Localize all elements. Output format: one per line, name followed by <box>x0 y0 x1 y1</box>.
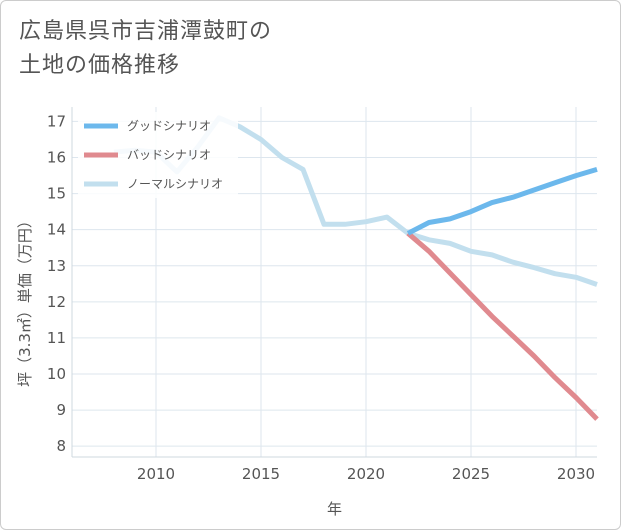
x-tick-label: 2010 <box>137 465 175 483</box>
x-tick-label: 2030 <box>557 465 595 483</box>
x-tick-label: 2015 <box>242 465 280 483</box>
chart-title: 広島県呉市吉浦潭鼓町の 土地の価格推移 <box>19 19 273 78</box>
legend-label-2[interactable]: ノーマルシナリオ <box>127 177 223 191</box>
y-tick-label: 11 <box>47 329 66 347</box>
y-tick-label: 16 <box>47 149 66 167</box>
y-tick-label: 14 <box>47 221 66 239</box>
y-tick-label: 13 <box>47 257 66 275</box>
series-line-0 <box>406 167 598 236</box>
y-tick-label: 17 <box>47 112 66 130</box>
y-tick-label: 12 <box>47 293 66 311</box>
y-tick-label: 8 <box>56 437 66 455</box>
legend-label-0[interactable]: グッドシナリオ <box>127 119 211 133</box>
y-tick-label: 10 <box>47 365 66 383</box>
x-tick-label: 2020 <box>347 465 385 483</box>
y-tick-label: 9 <box>56 401 66 419</box>
axes <box>71 107 597 458</box>
tick-labels: 2010 2015 2020 2025 2030 8 9 10 11 12 13 14 15 16 17 <box>47 112 595 483</box>
y-axis-label: 坪（3.3㎡）単価（万円） <box>16 213 34 387</box>
series-line-1 <box>406 231 599 421</box>
y-tick-label: 15 <box>47 185 66 203</box>
x-tick-label: 2025 <box>452 465 490 483</box>
x-axis-label: 年 <box>327 500 342 518</box>
legend-label-1[interactable]: バッドシナリオ <box>127 148 211 162</box>
